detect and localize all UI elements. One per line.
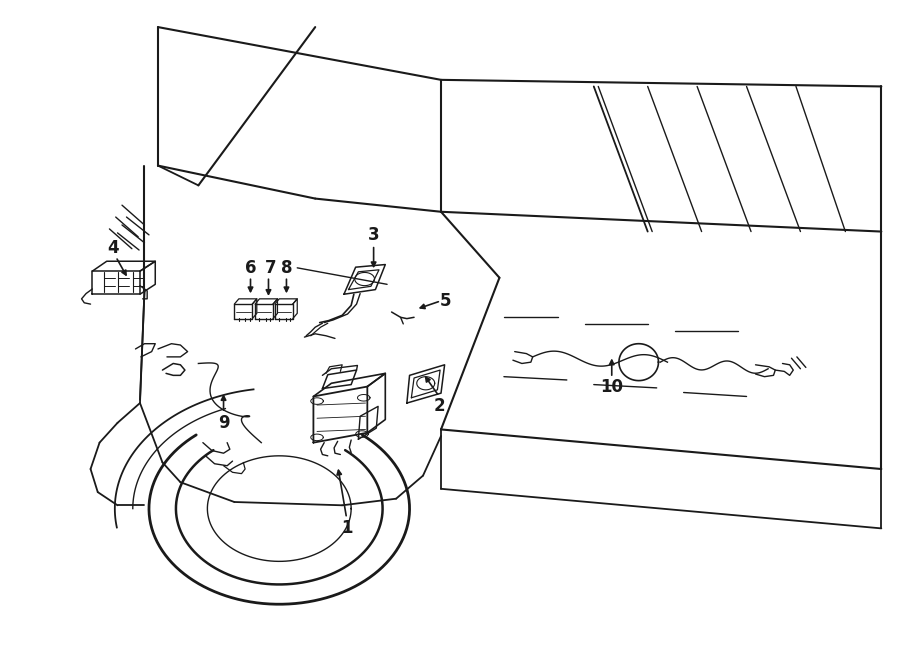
Text: 2: 2 xyxy=(434,397,445,415)
Text: 6: 6 xyxy=(245,259,256,277)
Text: 7: 7 xyxy=(265,259,276,277)
Text: 10: 10 xyxy=(600,377,624,395)
Text: 1: 1 xyxy=(341,520,353,537)
Text: 3: 3 xyxy=(368,226,380,244)
Text: 5: 5 xyxy=(440,292,451,310)
Text: 4: 4 xyxy=(107,239,119,257)
Text: 8: 8 xyxy=(281,259,292,277)
Text: 9: 9 xyxy=(218,414,230,432)
